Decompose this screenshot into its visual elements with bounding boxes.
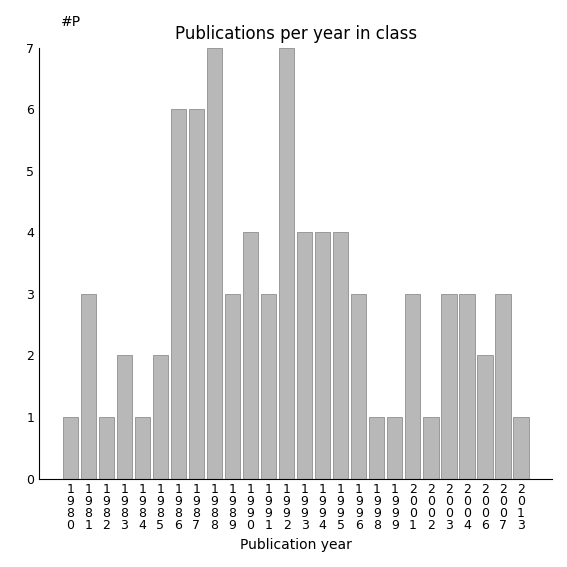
Bar — [333, 232, 348, 479]
Bar — [62, 417, 78, 479]
Bar — [81, 294, 96, 479]
Bar — [369, 417, 384, 479]
Bar — [243, 232, 258, 479]
Bar — [513, 417, 528, 479]
Bar — [351, 294, 366, 479]
Bar — [189, 109, 204, 479]
Bar — [153, 356, 168, 479]
Title: Publications per year in class: Publications per year in class — [175, 26, 417, 44]
Bar — [315, 232, 331, 479]
X-axis label: Publication year: Publication year — [240, 538, 352, 552]
Bar — [405, 294, 421, 479]
Bar — [261, 294, 276, 479]
Bar — [387, 417, 403, 479]
Bar — [134, 417, 150, 479]
Bar — [297, 232, 312, 479]
Bar — [459, 294, 475, 479]
Bar — [496, 294, 511, 479]
Bar — [225, 294, 240, 479]
Bar — [279, 48, 294, 479]
Bar — [477, 356, 493, 479]
Bar — [207, 48, 222, 479]
Bar — [171, 109, 186, 479]
Bar — [117, 356, 132, 479]
Bar — [441, 294, 456, 479]
Text: #P: #P — [61, 15, 81, 29]
Bar — [423, 417, 438, 479]
Bar — [99, 417, 114, 479]
